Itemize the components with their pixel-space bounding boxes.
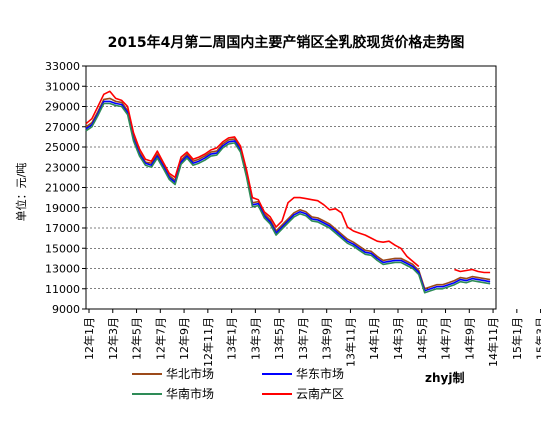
x-tick-label: 12年9月	[177, 317, 191, 360]
legend-label: 华北市场	[166, 366, 214, 381]
x-tick-label: 12年7月	[153, 317, 167, 360]
x-ticks: 12年1月 12年3月 12年5月 12年7月 12年9月 12年11月 13年1月 13年3…	[82, 309, 541, 367]
y-tick-label: 31000	[45, 80, 80, 93]
x-tick-label: 12年3月	[106, 317, 120, 360]
y-tick-label: 25000	[45, 141, 80, 154]
x-tick-label: 13年5月	[272, 317, 286, 360]
y-tick-label: 9000	[52, 303, 80, 316]
legend-item: 云南产区	[262, 386, 344, 401]
legend-label: 云南产区	[296, 386, 344, 401]
x-tick-label: 14年1月	[367, 317, 381, 360]
series-line	[454, 268, 491, 274]
x-tick-label: 14年7月	[439, 317, 453, 360]
x-tick-label: 13年9月	[320, 317, 334, 360]
series-group	[85, 90, 491, 294]
watermark: zhyj制	[425, 370, 464, 385]
series-line	[85, 90, 420, 268]
legend-item: 华东市场	[262, 366, 344, 381]
legend-item: 华北市场	[132, 366, 214, 381]
x-tick-label: 13年11月	[343, 317, 357, 367]
legend-label: 华东市场	[296, 366, 344, 381]
y-tick-label: 17000	[45, 222, 80, 235]
x-tick-label: 14年9月	[462, 317, 476, 360]
series-2	[85, 102, 491, 294]
y-tick-label: 23000	[45, 161, 80, 174]
x-tick-label: 14年11月	[486, 317, 500, 367]
y-tick-label: 33000	[45, 60, 80, 73]
chart-title: 2015年4月第二周国内主要产销区全乳胶现货价格走势图	[108, 34, 465, 51]
grid	[86, 65, 496, 310]
y-tick-label: 29000	[45, 101, 80, 114]
y-axis-label: 单位：元/吨	[14, 163, 28, 222]
x-tick-label: 15年1月	[510, 317, 524, 360]
y-tick-label: 13000	[45, 263, 80, 276]
x-tick-label: 13年3月	[248, 317, 262, 360]
y-tick-label: 21000	[45, 182, 80, 195]
x-tick-label: 12年5月	[130, 317, 144, 360]
legend-item: 华南市场	[132, 386, 214, 401]
series-3	[85, 90, 491, 274]
y-tick-label: 19000	[45, 202, 80, 215]
x-tick-label: 14年3月	[391, 317, 405, 360]
legend-label: 华南市场	[166, 386, 214, 401]
x-tick-label: 15年3月	[534, 317, 541, 360]
y-tick-label: 27000	[45, 121, 80, 134]
x-tick-label: 13年7月	[296, 317, 310, 360]
series-line	[85, 102, 491, 294]
y-tick-label: 11000	[45, 283, 80, 296]
y-tick-label: 15000	[45, 242, 80, 255]
x-tick-label: 12年11月	[201, 317, 215, 367]
x-tick-label: 13年1月	[225, 317, 239, 360]
x-tick-label: 12年1月	[82, 317, 96, 360]
y-ticks: 33000 31000 29000 27000 25000 23000 21000 19000…	[45, 60, 86, 316]
x-tick-label: 14年5月	[415, 317, 429, 360]
